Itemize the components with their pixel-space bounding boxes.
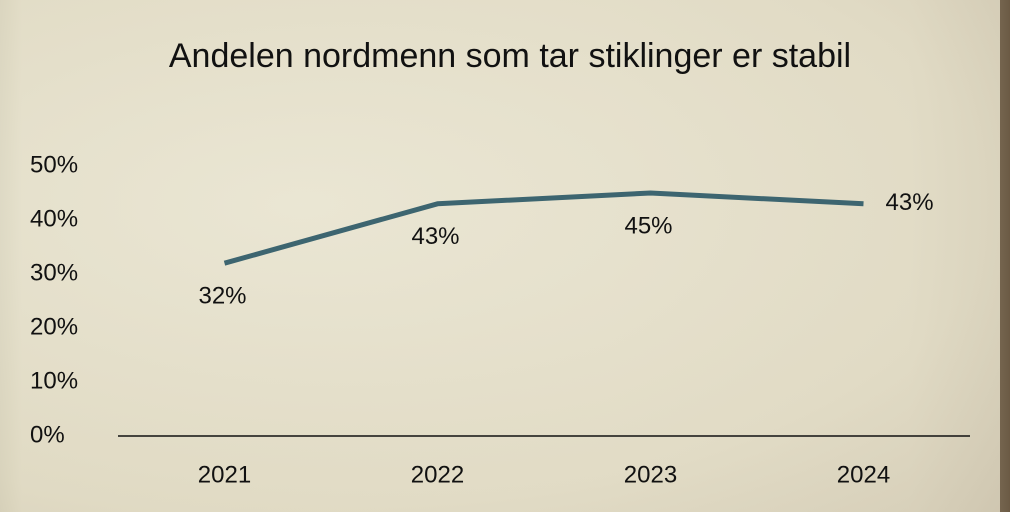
data-label: 45% bbox=[624, 212, 672, 239]
line bbox=[225, 193, 864, 263]
y-tick-label: 0% bbox=[30, 421, 65, 448]
y-tick-label: 20% bbox=[30, 313, 78, 340]
data-label: 43% bbox=[411, 223, 459, 250]
y-tick-label: 30% bbox=[30, 259, 78, 286]
x-tick-label: 2024 bbox=[837, 461, 890, 488]
y-tick-label: 50% bbox=[30, 151, 78, 178]
screen: Andelen nordmenn som tar stiklinger er s… bbox=[0, 0, 1010, 512]
x-tick-label: 2021 bbox=[198, 461, 251, 488]
y-tick-label: 40% bbox=[30, 205, 78, 232]
data-label: 43% bbox=[886, 189, 934, 216]
y-tick-label: 10% bbox=[30, 367, 78, 394]
chart: 0% 10% 20% 30% 40% 50% 2021 2022 2023 2024 32% 43% 4… bbox=[0, 0, 1010, 512]
x-tick-label: 2023 bbox=[624, 461, 677, 488]
x-tick-label: 2022 bbox=[411, 461, 464, 488]
data-label: 32% bbox=[198, 283, 246, 310]
